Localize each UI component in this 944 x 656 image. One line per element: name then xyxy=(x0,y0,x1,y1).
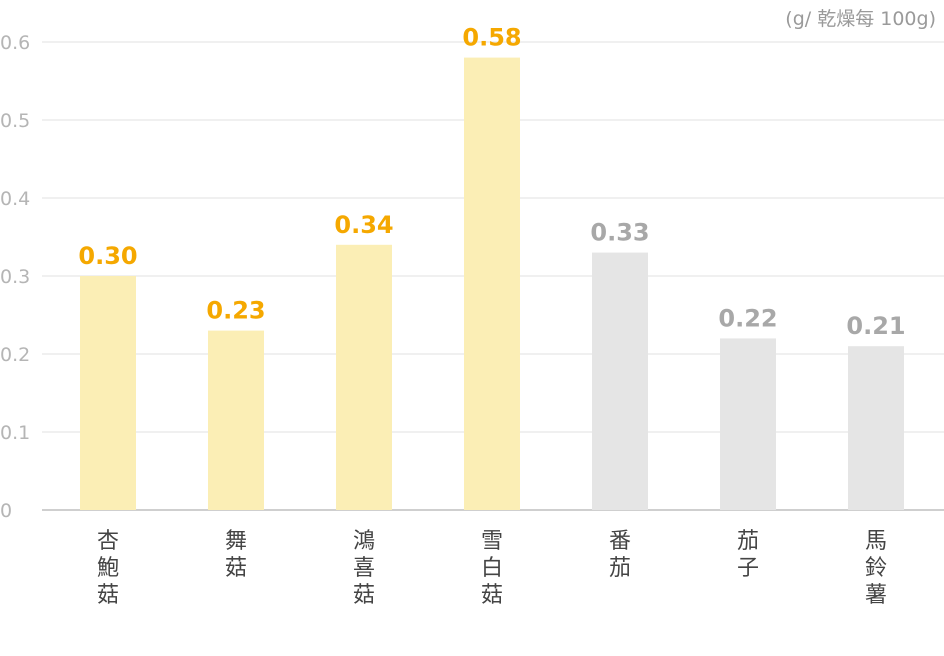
bar-value-label: 0.21 xyxy=(846,312,905,340)
bar xyxy=(208,330,264,510)
x-axis: 杏鮑菇 舞菇 鴻喜菇 雪白菇 番茄 茄子 馬鈴薯 xyxy=(97,529,887,608)
bar-value-label: 0.22 xyxy=(718,304,777,332)
category-label: 鴻喜菇 xyxy=(353,529,375,608)
value-labels: 0.30 0.23 0.34 0.58 0.33 0.22 0.21 xyxy=(78,24,905,341)
y-axis: 0 0.1 0.2 0.3 0.4 0.5 0.6 xyxy=(0,32,30,522)
y-tick-label: 0.5 xyxy=(0,110,30,132)
category-label: 茄子 xyxy=(737,529,759,581)
y-tick-label: 0.1 xyxy=(0,422,30,444)
y-tick-label: 0 xyxy=(0,500,12,522)
category-label: 杏鮑菇 xyxy=(97,529,119,608)
bar-value-label: 0.58 xyxy=(462,24,521,52)
bar xyxy=(848,346,904,510)
y-tick-label: 0.2 xyxy=(0,344,30,366)
bar xyxy=(80,276,136,510)
bar xyxy=(336,244,392,511)
bar-value-label: 0.30 xyxy=(78,242,137,270)
category-label: 馬鈴薯 xyxy=(865,529,887,608)
unit-label: (g/ 乾燥每 100g) xyxy=(785,8,936,30)
bar xyxy=(464,57,520,510)
bar-value-label: 0.33 xyxy=(590,219,649,247)
bar-value-label: 0.23 xyxy=(206,297,265,325)
bar xyxy=(592,252,648,510)
y-tick-label: 0.4 xyxy=(0,188,30,210)
bar-value-label: 0.34 xyxy=(334,211,393,239)
bars xyxy=(80,57,904,511)
category-label: 舞菇 xyxy=(225,529,247,581)
category-label: 雪白菇 xyxy=(481,529,503,608)
y-tick-label: 0.3 xyxy=(0,266,30,288)
bar xyxy=(720,338,776,510)
category-label: 番茄 xyxy=(609,529,631,581)
y-tick-label: 0.6 xyxy=(0,32,30,54)
